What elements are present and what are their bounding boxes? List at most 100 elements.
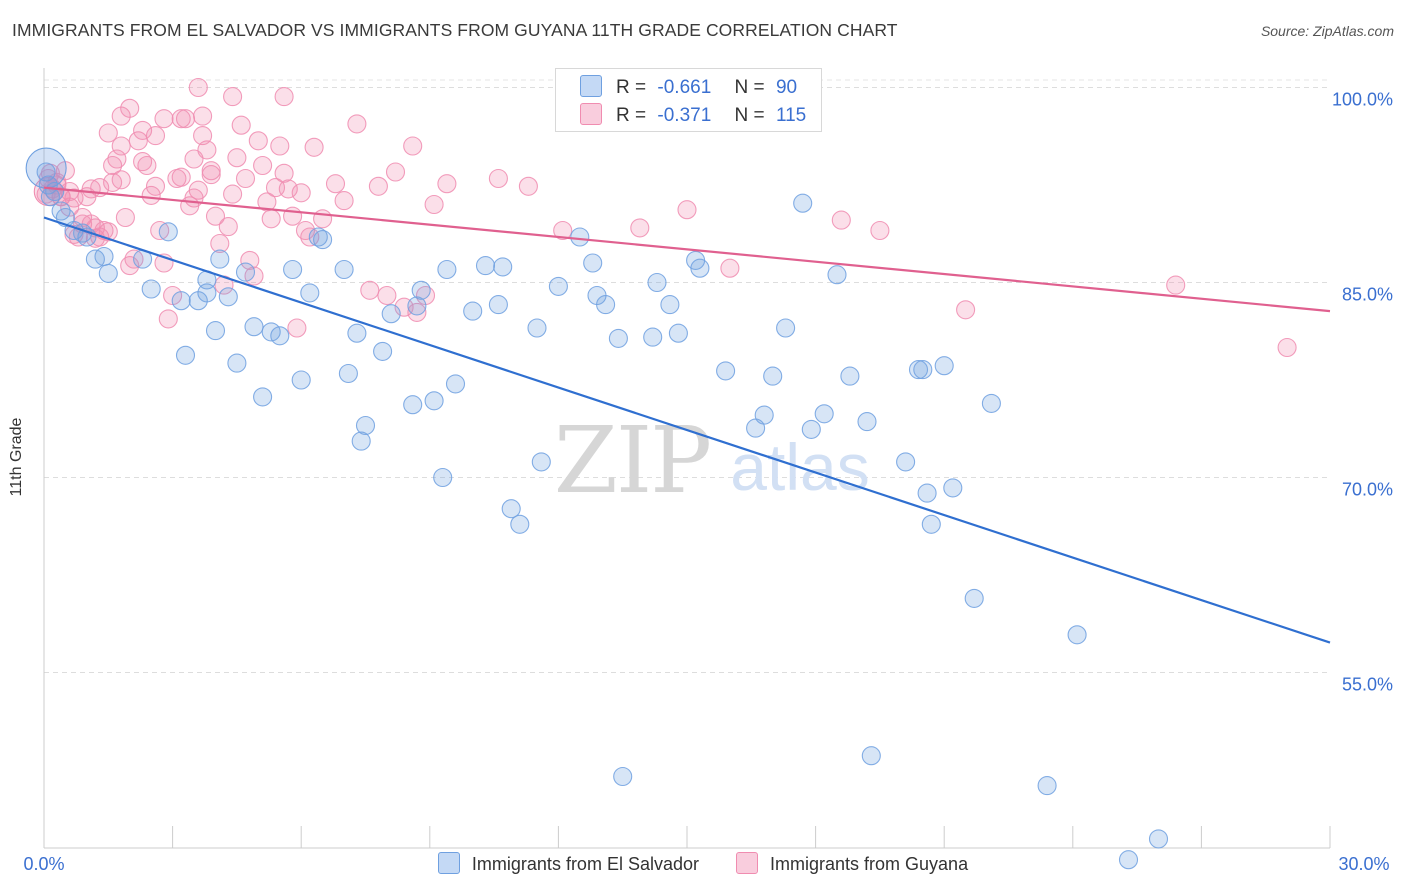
y-tick-label: 55.0% — [1342, 675, 1393, 695]
data-point — [205, 321, 226, 341]
data-point — [981, 393, 1001, 413]
data-point — [313, 209, 333, 229]
data-point — [596, 295, 616, 315]
data-point — [227, 148, 247, 168]
data-point — [776, 318, 796, 338]
data-point — [325, 174, 346, 194]
legend-swatch-pink — [580, 103, 602, 125]
legend-n-value: 115 — [775, 105, 807, 126]
data-point — [840, 366, 860, 386]
data-point — [424, 194, 444, 215]
data-point — [553, 220, 573, 241]
data-point — [171, 291, 191, 311]
data-point — [141, 185, 161, 205]
source-label: Source: ZipAtlas.com — [1260, 23, 1394, 39]
data-point — [115, 207, 135, 228]
data-point — [488, 168, 508, 189]
data-point — [913, 360, 933, 380]
legend-r-value: -0.371 — [657, 105, 712, 126]
data-point — [154, 109, 174, 129]
data-point — [223, 87, 243, 107]
data-point — [193, 106, 213, 126]
data-point — [527, 318, 547, 338]
legend-label-el-salvador: Immigrants from El Salvador — [471, 854, 699, 874]
data-point — [754, 405, 774, 425]
legend-row-guyana: R = -0.371 N = 115 — [580, 103, 806, 127]
data-point — [360, 280, 380, 300]
data-point — [218, 287, 238, 307]
legend-item-guyana: Immigrants from Guyana — [736, 852, 968, 875]
legend-swatch-blue — [437, 852, 460, 874]
data-point — [407, 302, 427, 322]
data-point — [334, 259, 354, 280]
data-point — [1118, 850, 1139, 870]
data-point — [433, 467, 453, 488]
data-point — [45, 181, 65, 202]
data-point — [870, 220, 890, 241]
data-point — [313, 230, 333, 250]
data-point — [381, 304, 401, 324]
data-point — [133, 152, 153, 172]
legend-r-label: R = — [616, 77, 647, 98]
legend-n-label: N = — [734, 77, 765, 98]
data-point — [861, 746, 881, 766]
legend-row-el-salvador: R = -0.661 N = 90 — [580, 75, 797, 99]
data-point — [647, 272, 667, 293]
data-point — [240, 250, 260, 270]
data-point — [660, 295, 680, 315]
data-point — [248, 131, 268, 151]
data-point — [171, 109, 191, 129]
data-point — [668, 323, 688, 343]
el-salvador-points — [25, 147, 1169, 870]
data-point — [908, 360, 929, 380]
data-point — [501, 499, 521, 519]
data-point — [531, 452, 551, 472]
data-point — [188, 77, 208, 98]
grid-lines — [44, 79, 1330, 673]
data-point — [493, 257, 513, 277]
y-tick-label: 100.0% — [1332, 90, 1393, 110]
data-point — [943, 478, 963, 498]
data-point — [231, 115, 251, 135]
data-point — [210, 233, 230, 254]
data-point — [608, 328, 628, 348]
data-point — [407, 296, 427, 316]
data-point — [934, 356, 954, 376]
y-tick-label: 70.0% — [1342, 480, 1393, 500]
data-point — [175, 345, 196, 365]
data-point — [291, 183, 311, 203]
data-point — [518, 176, 538, 196]
data-point — [261, 209, 281, 229]
trend-line-el-salvador — [43, 216, 1331, 644]
data-point — [270, 136, 290, 156]
data-point — [964, 588, 984, 608]
data-point — [445, 374, 466, 394]
data-point — [403, 395, 423, 415]
data-point — [253, 155, 273, 176]
data-point — [793, 193, 813, 213]
data-point — [338, 363, 358, 384]
data-point — [373, 341, 393, 361]
data-point — [145, 126, 166, 146]
data-point — [1166, 275, 1186, 295]
legend-label-guyana: Immigrants from Guyana — [770, 854, 969, 874]
trend-lines — [43, 186, 1331, 644]
data-point — [583, 253, 603, 273]
data-point — [351, 431, 371, 451]
data-point-large — [25, 147, 67, 189]
legend-r-value: -0.661 — [657, 77, 712, 98]
data-point — [223, 184, 243, 204]
data-point — [133, 120, 153, 140]
data-point — [385, 162, 406, 182]
data-point — [437, 259, 457, 280]
data-point — [141, 279, 161, 299]
data-point — [347, 323, 367, 343]
data-point — [158, 222, 178, 242]
data-point — [270, 326, 290, 346]
data-point — [917, 483, 937, 503]
data-point — [274, 87, 294, 107]
data-point — [437, 174, 457, 194]
data-point — [510, 514, 530, 534]
data-point — [463, 301, 483, 321]
data-point — [720, 258, 740, 278]
